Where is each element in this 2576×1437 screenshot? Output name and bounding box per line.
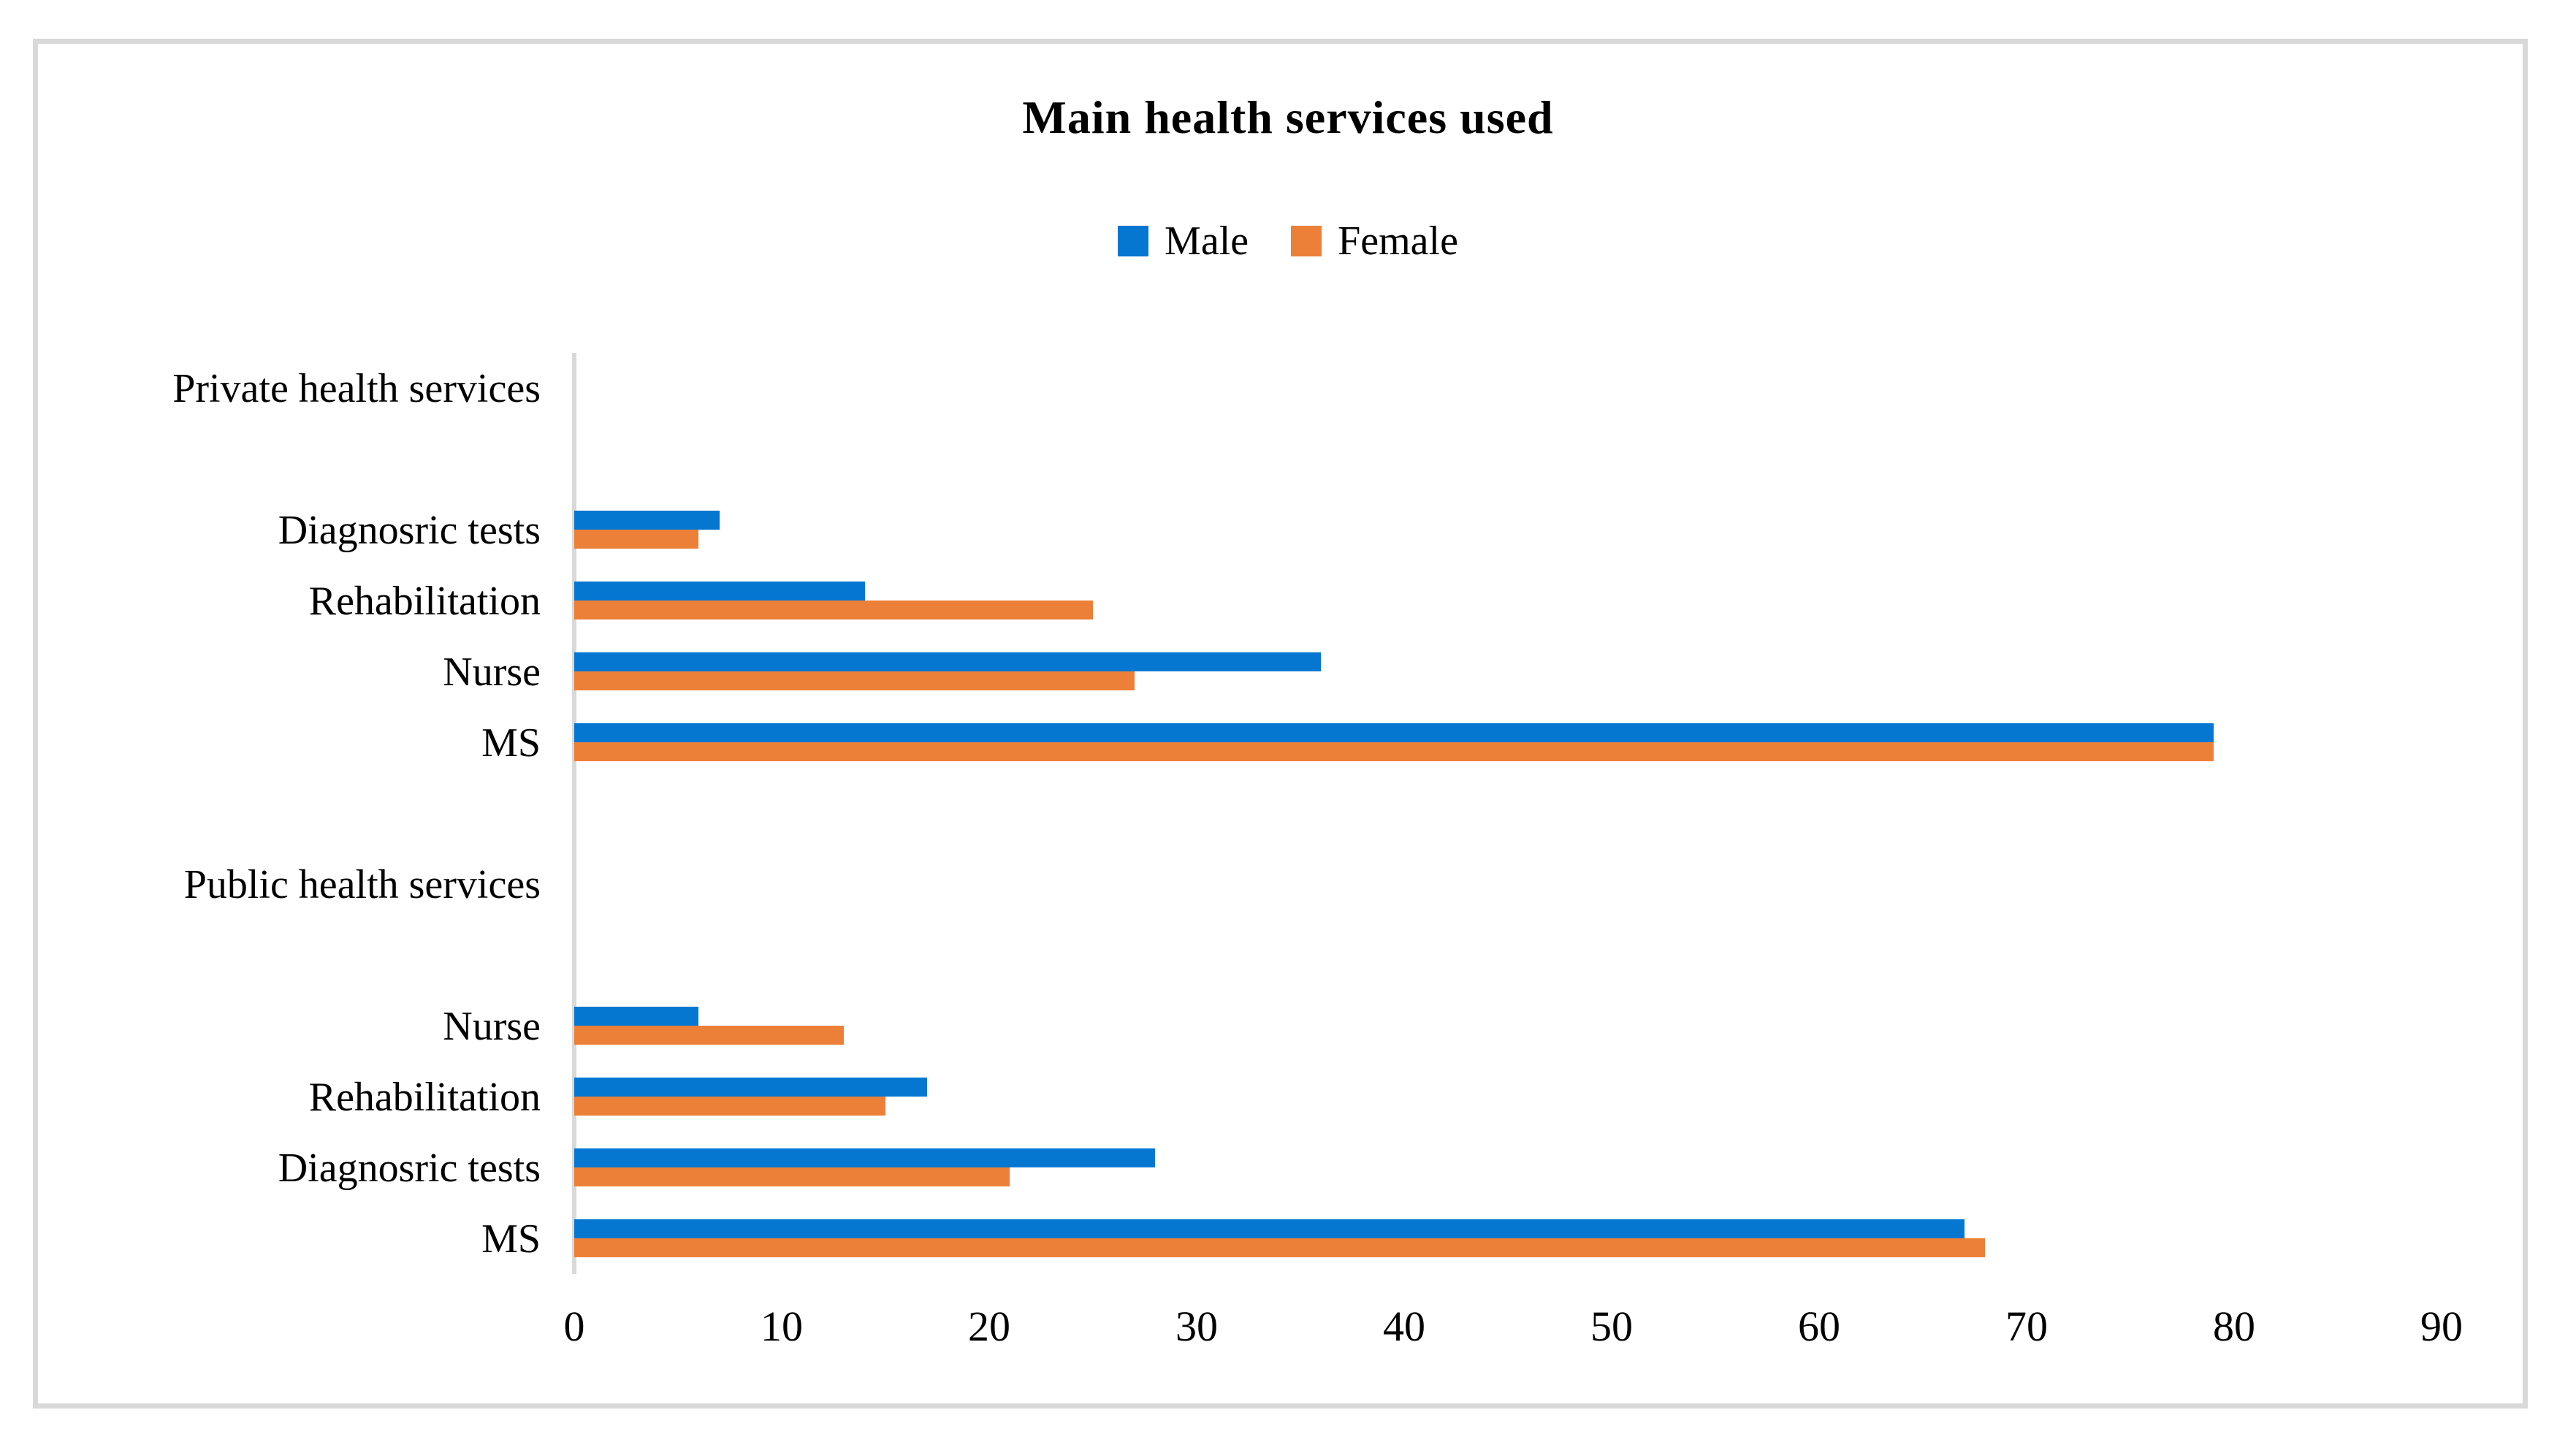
x-axis-tick-label: 20 [968, 1303, 1010, 1350]
bar-male-ms [574, 723, 2214, 742]
bar-female-nurse [574, 671, 1135, 690]
legend-marker-male [1118, 226, 1149, 256]
bar-female-diagnosric-tests [574, 1167, 1010, 1186]
group-header-label: Public health services [183, 861, 541, 907]
bar-female-diagnosric-tests [574, 530, 698, 549]
category-label: Diagnosric tests [278, 507, 541, 553]
chart-legend: Male Female [0, 218, 2576, 264]
bar-male-nurse [574, 652, 1321, 671]
x-axis-tick-label: 50 [1590, 1303, 1633, 1350]
bar-male-ms [574, 1219, 1965, 1238]
x-axis-tick-label: 90 [2420, 1303, 2463, 1350]
x-axis-tick-label: 40 [1383, 1303, 1425, 1350]
bar-male-nurse [574, 1007, 698, 1026]
category-label: MS [481, 720, 541, 766]
category-label: Nurse [443, 1003, 541, 1049]
legend-label: Male [1165, 218, 1249, 264]
category-axis-line [572, 353, 576, 1274]
chart-title: Main health services used [1022, 91, 1554, 143]
bar-male-rehabilitation [574, 582, 865, 601]
legend-item-male: Male [1118, 218, 1249, 264]
x-axis-tick-label: 0 [563, 1303, 585, 1350]
category-label: Rehabilitation [308, 1074, 541, 1120]
category-label: Diagnosric tests [278, 1145, 541, 1191]
x-axis-tick-label: 10 [761, 1303, 803, 1350]
bar-female-rehabilitation [574, 1097, 885, 1116]
legend-item-female: Female [1291, 218, 1458, 264]
category-label: MS [481, 1216, 541, 1262]
x-axis-tick-label: 30 [1175, 1303, 1218, 1350]
category-label: Nurse [443, 649, 541, 695]
bar-female-ms [574, 1238, 1985, 1257]
legend-marker-female [1291, 226, 1322, 256]
bar-female-nurse [574, 1026, 844, 1045]
bar-female-rehabilitation [574, 601, 1093, 620]
bar-male-diagnosric-tests [574, 511, 720, 530]
legend-label: Female [1338, 218, 1458, 264]
bar-male-diagnosric-tests [574, 1148, 1155, 1167]
x-axis-tick-label: 70 [2005, 1303, 2048, 1350]
bar-male-rehabilitation [574, 1078, 927, 1097]
x-axis-tick-label: 80 [2213, 1303, 2255, 1350]
category-label: Rehabilitation [308, 578, 541, 624]
x-axis-tick-label: 60 [1798, 1303, 1840, 1350]
group-header-label: Private health services [172, 365, 541, 411]
bar-female-ms [574, 742, 2214, 761]
